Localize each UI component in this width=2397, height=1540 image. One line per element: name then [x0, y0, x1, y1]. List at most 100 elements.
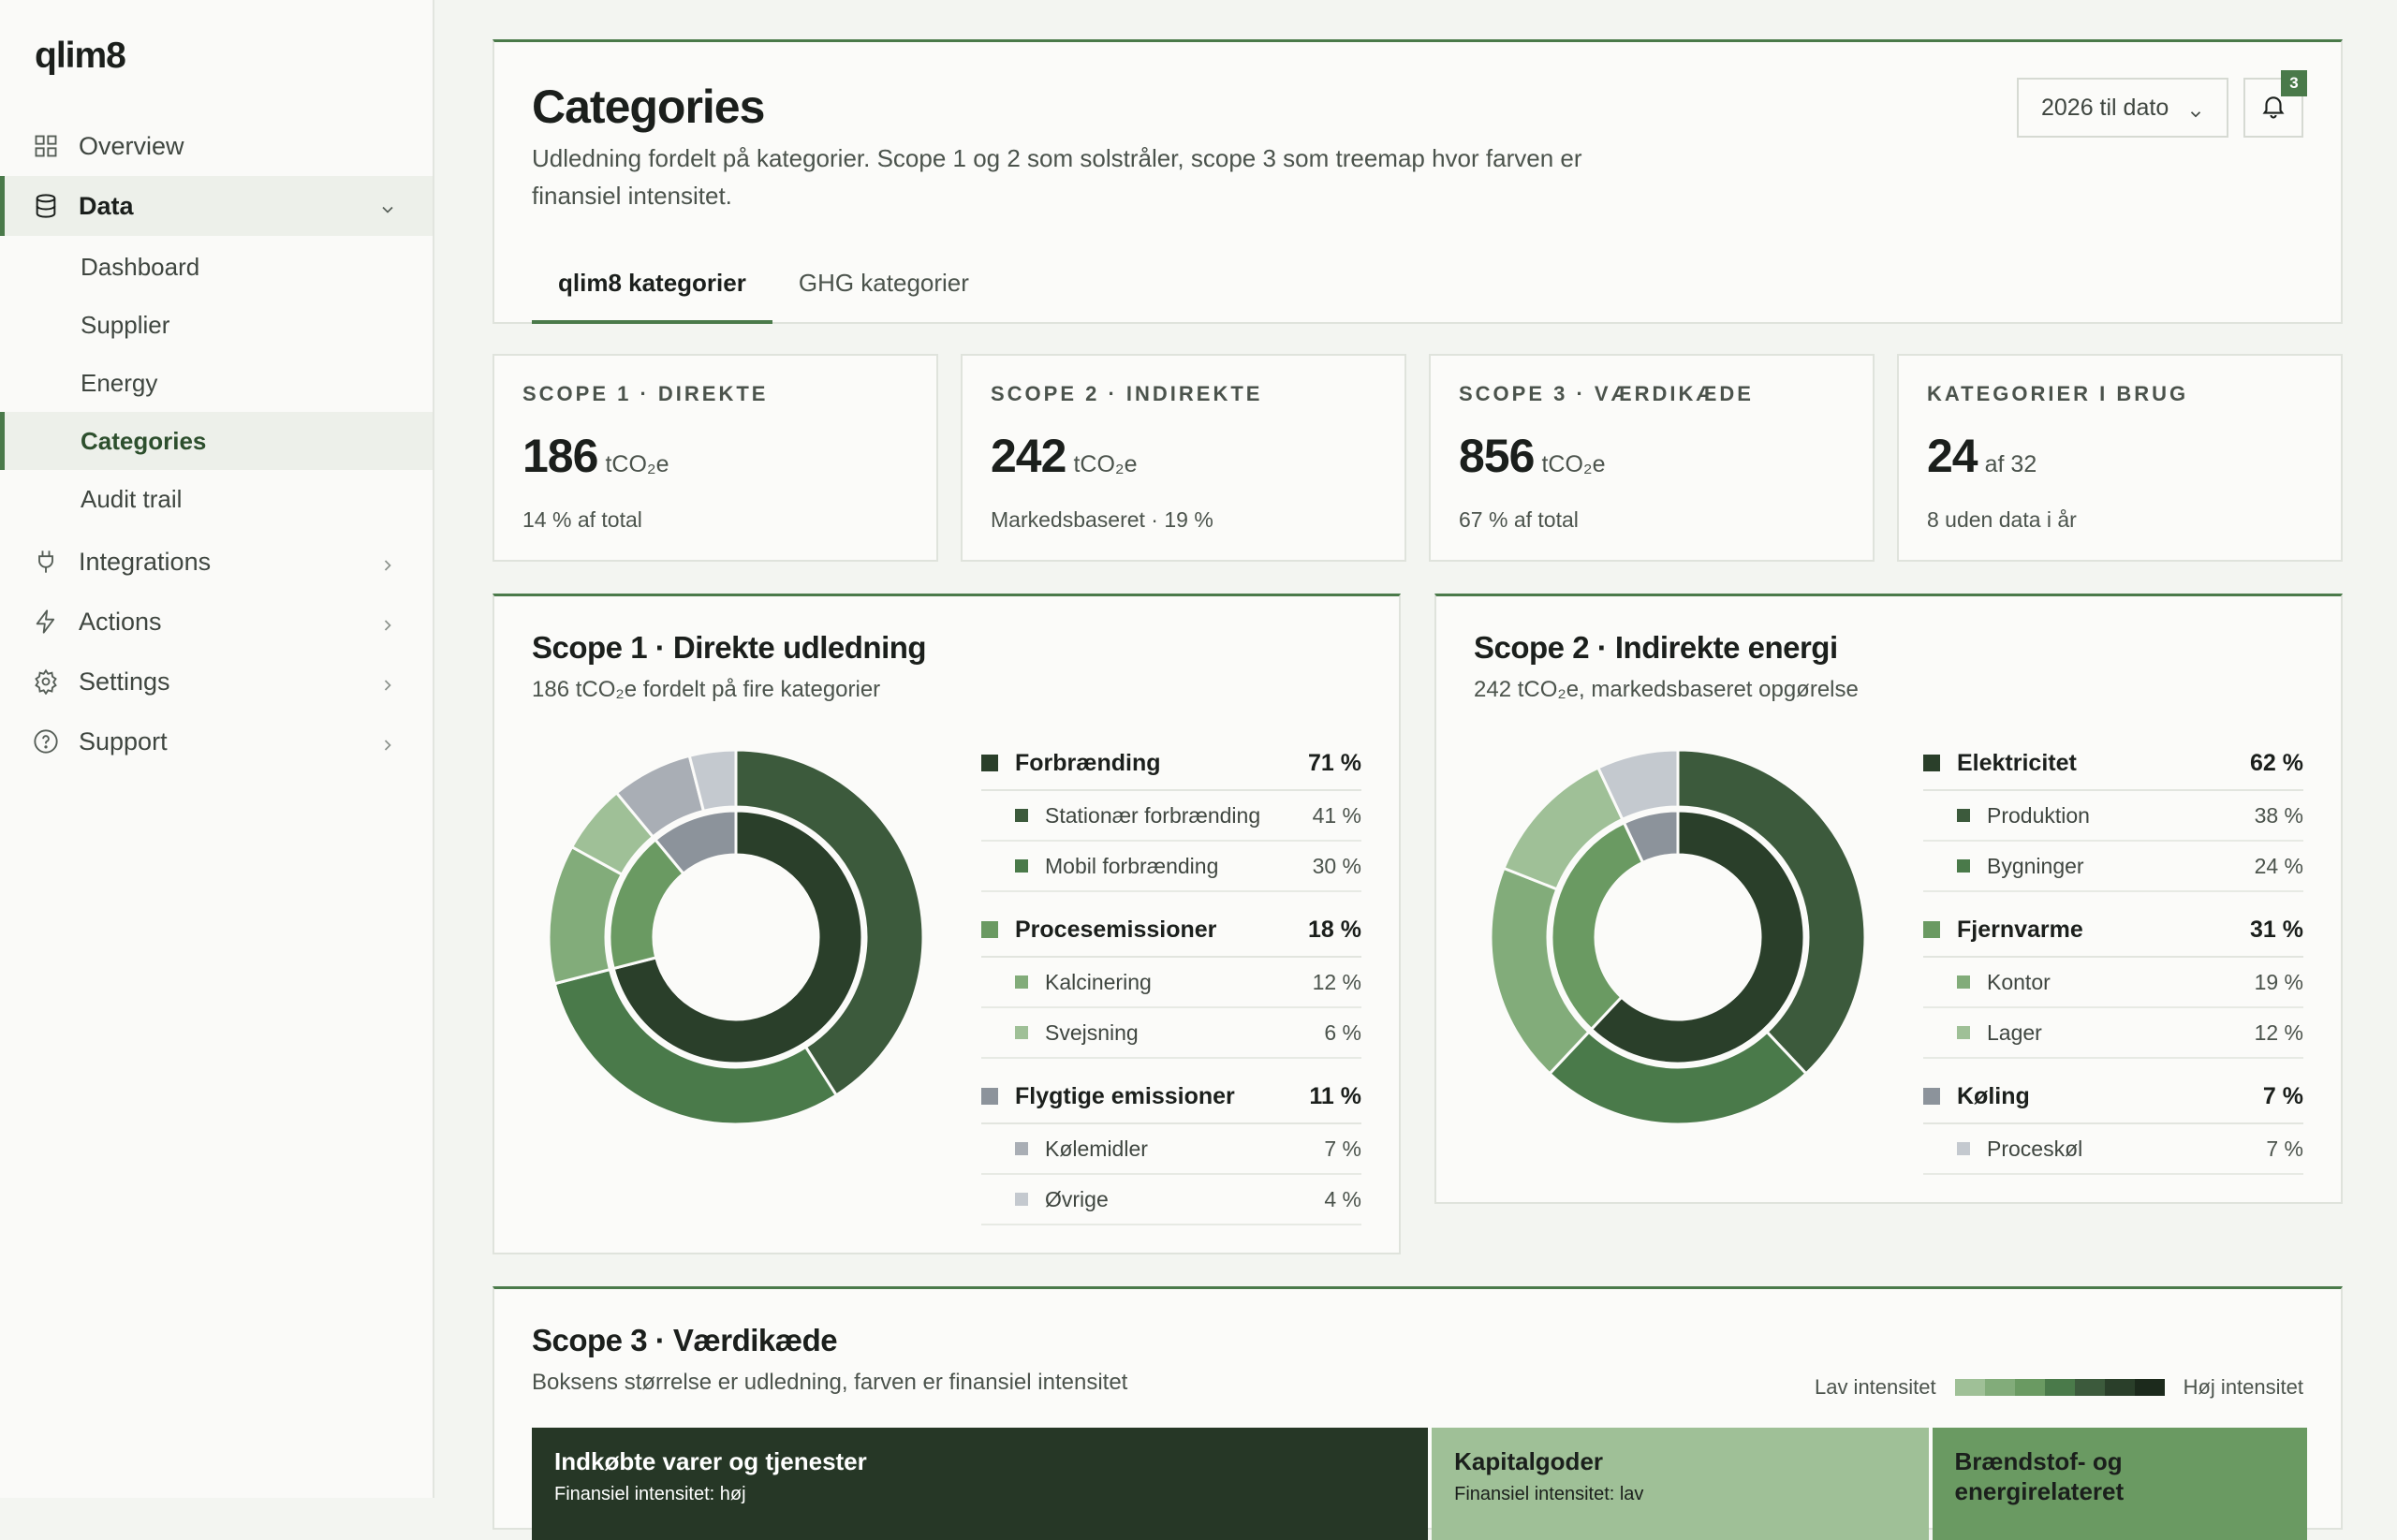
- legend-child-percent: 4 %: [1324, 1186, 1361, 1211]
- scope2-inner-segment-1[interactable]: [1550, 820, 1645, 1032]
- sidebar-subitem-energy[interactable]: Energy: [81, 368, 158, 397]
- notifications-button[interactable]: 3: [2243, 70, 2307, 138]
- intensity-scale: Lav intensitet Høj intensitet: [1815, 1375, 2303, 1400]
- treemap-box[interactable]: Brændstof- og energirelateret: [1932, 1428, 2308, 1540]
- legend-child-row[interactable]: Kontor 19 %: [1923, 958, 2303, 1008]
- legend-swatch: [1015, 975, 1028, 989]
- sidebar-item-label: Data: [79, 191, 134, 220]
- kpi-subtext: 14 % af total: [522, 507, 642, 532]
- kpi-card-scope2: SCOPE 2 · INDIREKTE 242 tCO₂e Markedsbase…: [961, 354, 1406, 562]
- sidebar-item-integrations[interactable]: Integrations: [0, 532, 433, 592]
- legend-group-percent: 11 %: [1309, 1082, 1361, 1109]
- scope1-outer-segment-0-1[interactable]: [552, 967, 839, 1124]
- scope2-sunburst-chart[interactable]: [1491, 750, 1865, 1124]
- sidebar-item-data[interactable]: Data: [0, 176, 433, 236]
- scale-high-label: Høj intensitet: [2183, 1375, 2303, 1399]
- treemap-box-subtitle: Finansiel intensitet: lav: [1454, 1484, 1644, 1504]
- sidebar: qlim8 Overview Data Dashboard Supplier E…: [0, 0, 434, 1498]
- legend-group-row[interactable]: Forbrænding 71 %: [981, 737, 1361, 791]
- scale-step-0: [1954, 1379, 1985, 1396]
- legend-child-percent: 30 %: [1312, 853, 1361, 878]
- kpi-value-row: 24 af 32: [1927, 429, 2037, 483]
- scope2-outer-segment-0-0[interactable]: [1676, 750, 1865, 1076]
- legend-child-name: Kalcinering: [1045, 969, 1152, 994]
- legend-swatch: [1015, 809, 1028, 822]
- tab-qlim8-categories[interactable]: qlim8 kategorier: [532, 269, 772, 324]
- chevron-down-icon: [378, 197, 397, 215]
- intensity-gradient: [1954, 1379, 2165, 1396]
- legend-swatch: [1015, 1026, 1028, 1039]
- legend-child-row[interactable]: Proceskøl 7 %: [1923, 1124, 2303, 1175]
- legend-swatch: [1015, 859, 1028, 873]
- sidebar-subitem-dashboard[interactable]: Dashboard: [81, 252, 200, 281]
- scope2-inner-segment-2[interactable]: [1622, 809, 1680, 865]
- treemap-box[interactable]: Indkøbte varer og tjenester Finansiel int…: [532, 1428, 1429, 1540]
- legend-swatch: [981, 921, 998, 938]
- legend-child-row[interactable]: Kølemidler 7 %: [981, 1124, 1361, 1175]
- data-submenu: Dashboard Supplier Energy Categories Aud…: [0, 238, 433, 528]
- legend-child-row[interactable]: Kalcinering 12 %: [981, 958, 1361, 1008]
- scope1-outer-segment-2-1[interactable]: [687, 750, 738, 814]
- kpi-value: 242: [991, 430, 1066, 482]
- scope1-outer-segment-0-0[interactable]: [734, 750, 923, 1097]
- legend-child-percent: 41 %: [1312, 802, 1361, 828]
- legend-group-name: Køling: [1957, 1082, 2030, 1109]
- legend-child-percent: 12 %: [1312, 969, 1361, 994]
- scope2-inner-segment-0[interactable]: [1589, 809, 1806, 1065]
- legend-child-percent: 6 %: [1324, 1019, 1361, 1045]
- kpi-label: SCOPE 2 · INDIREKTE: [991, 382, 1263, 405]
- scope2-legend: Elektricitet 62 % Produktion 38 % Bygninger 2…: [1923, 737, 2303, 1175]
- kpi-value: 186: [522, 430, 598, 482]
- legend-child-percent: 7 %: [1324, 1136, 1361, 1161]
- legend-child-row[interactable]: Svejsning 6 %: [981, 1008, 1361, 1059]
- scope1-inner-segment-2[interactable]: [653, 809, 738, 876]
- kpi-label: SCOPE 3 · VÆRDIKÆDE: [1459, 382, 1754, 405]
- sidebar-item-label: Actions: [79, 607, 162, 636]
- date-range-select[interactable]: 2026 til dato: [2017, 78, 2228, 138]
- legend-swatch: [1957, 1026, 1970, 1039]
- scope1-inner-segment-0[interactable]: [611, 809, 864, 1065]
- legend-group-name: Elektricitet: [1957, 749, 2077, 776]
- legend-group-name: Forbrænding: [1015, 749, 1161, 776]
- tab-ghg-categories[interactable]: GHG kategorier: [798, 269, 969, 297]
- sidebar-subitem-categories[interactable]: Categories: [0, 412, 433, 470]
- legend-group-row[interactable]: Procesemissioner 18 %: [981, 903, 1361, 958]
- treemap-box-title: Brændstof- og energirelateret: [1954, 1447, 2125, 1505]
- kpi-label: SCOPE 1 · DIREKTE: [522, 382, 769, 405]
- legend-child-name: Produktion: [1987, 802, 2090, 828]
- legend-child-row[interactable]: Mobil forbrænding 30 %: [981, 842, 1361, 892]
- legend-group-row[interactable]: Fjernvarme 31 %: [1923, 903, 2303, 958]
- sidebar-item-overview[interactable]: Overview: [0, 116, 433, 176]
- treemap-box[interactable]: Kapitalgoder Finansiel intensitet: lav: [1432, 1428, 1929, 1540]
- legend-group-percent: 31 %: [2250, 916, 2303, 943]
- legend-spacer: [1923, 892, 2303, 903]
- legend-group-row[interactable]: Elektricitet 62 %: [1923, 737, 2303, 791]
- sidebar-item-settings[interactable]: Settings: [0, 652, 433, 711]
- legend-swatch: [1923, 755, 1940, 771]
- legend-group-row[interactable]: Køling 7 %: [1923, 1070, 2303, 1124]
- sidebar-item-actions[interactable]: Actions: [0, 592, 433, 652]
- scale-step-6: [2134, 1379, 2165, 1396]
- kpi-card-scope3: SCOPE 3 · VÆRDIKÆDE 856 tCO₂e 67 % af tot…: [1429, 354, 1875, 562]
- gear-icon: [32, 667, 60, 696]
- legend-group-row[interactable]: Flygtige emissioner 11 %: [981, 1070, 1361, 1124]
- legend-child-row[interactable]: Bygninger 24 %: [1923, 842, 2303, 892]
- scope2-outer-segment-2-0[interactable]: [1596, 750, 1680, 822]
- scope1-card: Scope 1 · Direkte udledning 186 tCO₂e fo…: [493, 594, 1401, 1254]
- scope1-sunburst-chart[interactable]: [549, 750, 923, 1124]
- legend-child-row[interactable]: Øvrige 4 %: [981, 1175, 1361, 1225]
- legend-child-row[interactable]: Produktion 38 %: [1923, 791, 2303, 842]
- chevron-down-icon: [2187, 102, 2204, 119]
- legend-child-row[interactable]: Lager 12 %: [1923, 1008, 2303, 1059]
- sidebar-item-support[interactable]: Support: [0, 711, 433, 771]
- scope2-subtitle: 242 tCO₂e, markedsbaseret opgørelse: [1474, 677, 1859, 702]
- legend-child-row[interactable]: Stationær forbrænding 41 %: [981, 791, 1361, 842]
- legend-child-name: Bygninger: [1987, 853, 2084, 878]
- scale-step-1: [1984, 1379, 2015, 1396]
- sidebar-subitem-audit-trail[interactable]: Audit trail: [81, 484, 183, 513]
- sidebar-subitem-supplier[interactable]: Supplier: [81, 310, 170, 339]
- app-logo[interactable]: qlim8: [35, 36, 126, 76]
- scope2-card: Scope 2 · Indirekte energi 242 tCO₂e, ma…: [1434, 594, 2343, 1204]
- sidebar-nav: Overview Data Dashboard Supplier Energy …: [0, 116, 433, 771]
- legend-child-name: Kølemidler: [1045, 1136, 1148, 1161]
